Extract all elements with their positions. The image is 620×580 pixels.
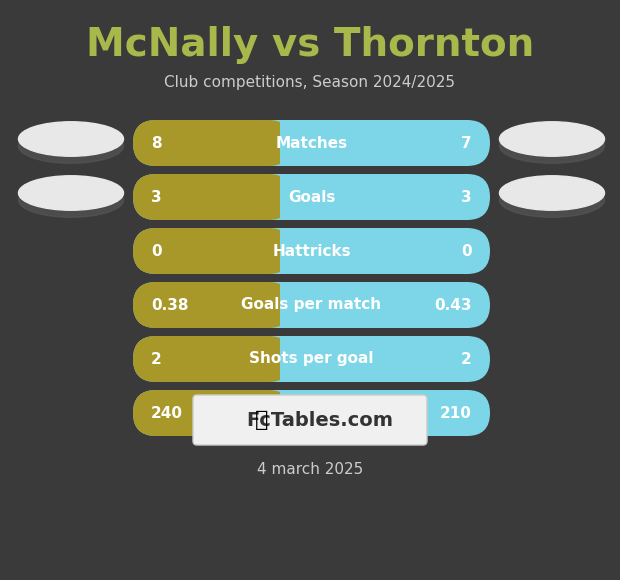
Text: 📊: 📊 <box>255 410 268 430</box>
FancyBboxPatch shape <box>133 282 291 328</box>
FancyBboxPatch shape <box>133 174 490 220</box>
Text: 4 march 2025: 4 march 2025 <box>257 462 363 477</box>
Text: Hattricks: Hattricks <box>272 244 351 259</box>
Text: McNally vs Thornton: McNally vs Thornton <box>86 26 534 64</box>
FancyBboxPatch shape <box>133 228 291 274</box>
FancyBboxPatch shape <box>193 395 427 445</box>
Text: 7: 7 <box>461 136 472 150</box>
Text: 0.38: 0.38 <box>151 298 188 313</box>
Text: Min per goal: Min per goal <box>258 405 365 420</box>
Text: Goals: Goals <box>288 190 335 205</box>
Ellipse shape <box>500 129 604 163</box>
Ellipse shape <box>500 122 604 156</box>
Text: 2: 2 <box>461 351 472 367</box>
FancyBboxPatch shape <box>133 390 490 436</box>
Text: Goals per match: Goals per match <box>241 298 381 313</box>
Text: 240: 240 <box>151 405 183 420</box>
Text: 210: 210 <box>440 405 472 420</box>
Text: FcTables.com: FcTables.com <box>247 411 394 430</box>
Text: 0: 0 <box>461 244 472 259</box>
Ellipse shape <box>500 176 604 211</box>
FancyBboxPatch shape <box>133 336 490 382</box>
FancyBboxPatch shape <box>133 390 291 436</box>
FancyBboxPatch shape <box>133 174 291 220</box>
FancyBboxPatch shape <box>133 120 490 166</box>
Text: 2: 2 <box>151 351 162 367</box>
FancyBboxPatch shape <box>133 282 490 328</box>
Text: 0: 0 <box>151 244 162 259</box>
Ellipse shape <box>500 183 604 218</box>
Text: Matches: Matches <box>275 136 348 150</box>
Text: Shots per goal: Shots per goal <box>249 351 374 367</box>
FancyBboxPatch shape <box>133 336 291 382</box>
FancyBboxPatch shape <box>133 228 490 274</box>
Text: Club competitions, Season 2024/2025: Club competitions, Season 2024/2025 <box>164 74 456 89</box>
FancyBboxPatch shape <box>133 120 291 166</box>
Ellipse shape <box>19 183 123 218</box>
Ellipse shape <box>19 176 123 211</box>
Ellipse shape <box>19 129 123 163</box>
Text: 0.43: 0.43 <box>435 298 472 313</box>
Text: 3: 3 <box>461 190 472 205</box>
Text: 3: 3 <box>151 190 162 205</box>
Text: 8: 8 <box>151 136 162 150</box>
Ellipse shape <box>19 122 123 156</box>
